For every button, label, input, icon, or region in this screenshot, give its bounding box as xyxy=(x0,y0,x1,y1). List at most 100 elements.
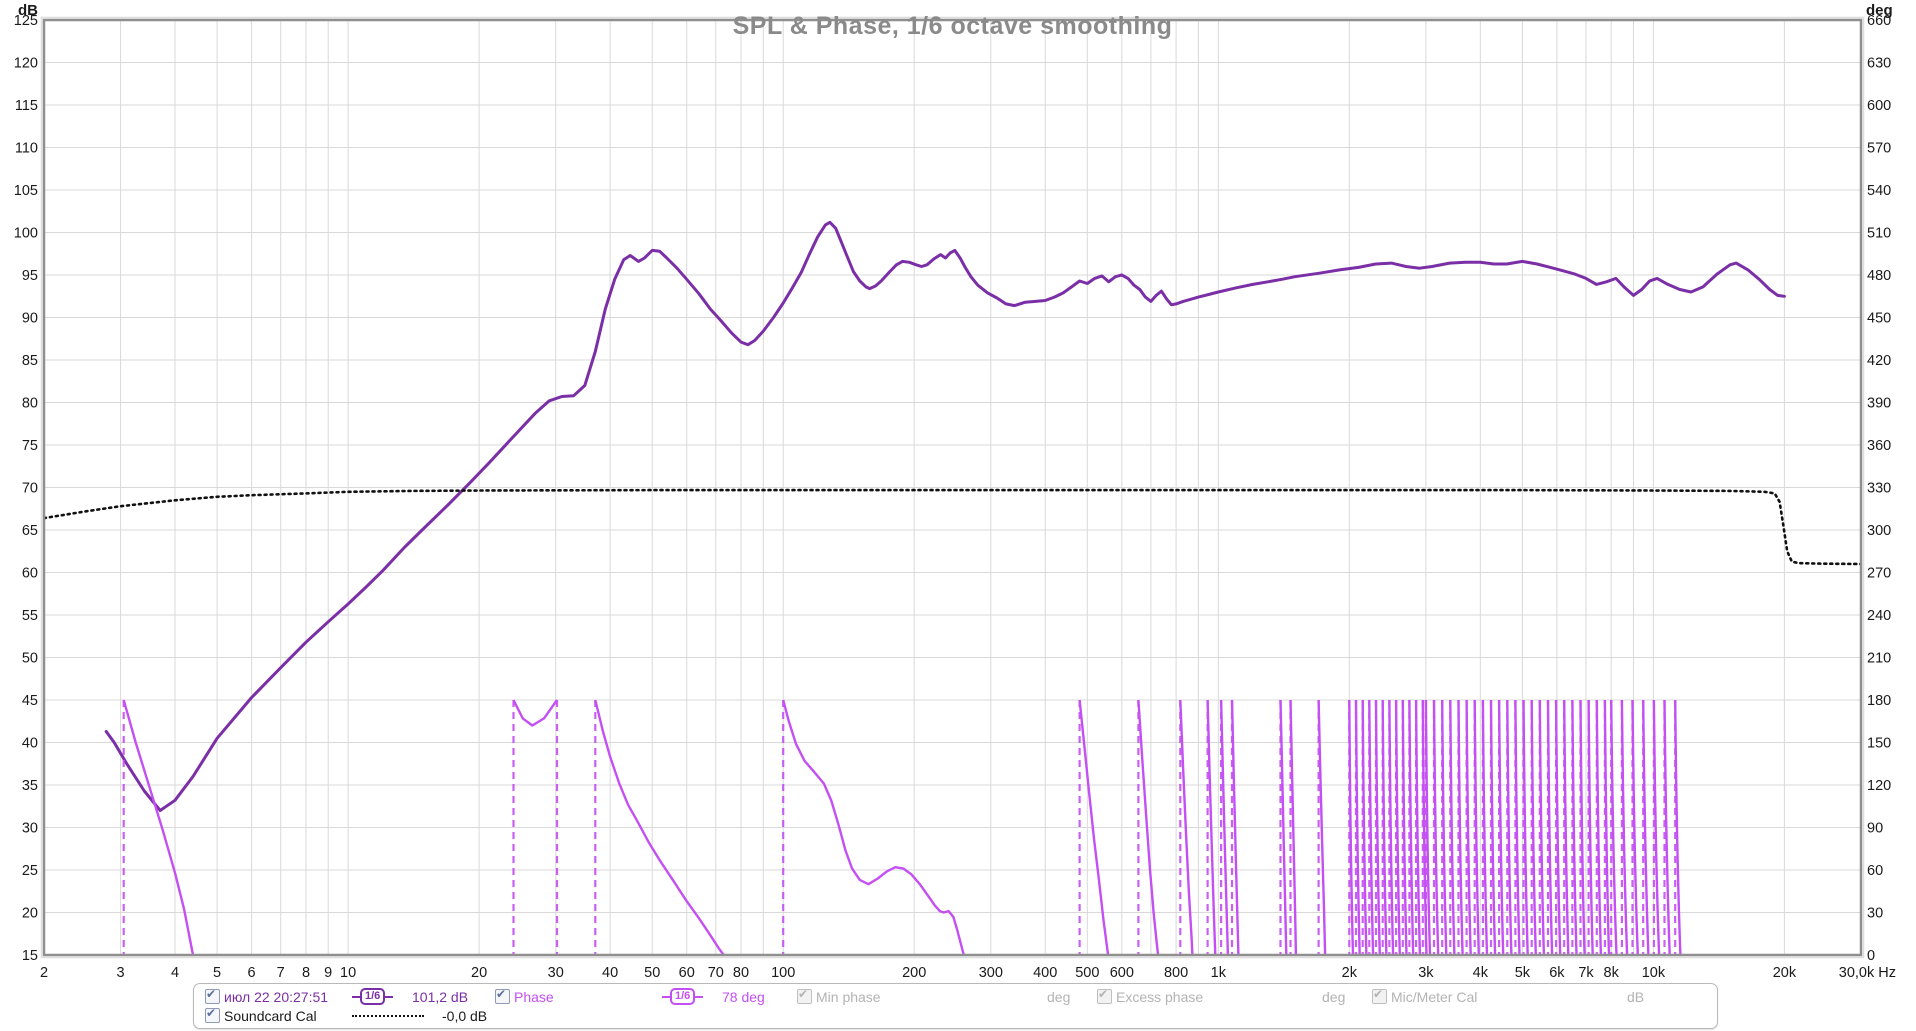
svg-text:50: 50 xyxy=(644,965,660,981)
plot-border xyxy=(42,18,1863,957)
svg-text:25: 25 xyxy=(22,863,38,879)
svg-text:630: 630 xyxy=(1867,56,1891,72)
phase-trace xyxy=(122,699,1682,955)
svg-text:55: 55 xyxy=(22,608,38,624)
svg-text:150: 150 xyxy=(1867,736,1891,752)
svg-text:125: 125 xyxy=(14,13,38,29)
svg-text:7: 7 xyxy=(277,965,285,981)
excess-phase-checkbox[interactable] xyxy=(1097,987,1112,1006)
svg-text:210: 210 xyxy=(1867,651,1891,667)
svg-text:4: 4 xyxy=(171,965,179,981)
svg-text:10k: 10k xyxy=(1642,965,1666,981)
svg-text:390: 390 xyxy=(1867,396,1891,412)
min-phase-unit: deg xyxy=(1047,988,1071,1005)
svg-text:180: 180 xyxy=(1867,693,1891,709)
phase-checkbox[interactable] xyxy=(495,987,510,1006)
svg-text:6: 6 xyxy=(248,965,256,981)
svg-text:20: 20 xyxy=(471,965,487,981)
svg-text:570: 570 xyxy=(1867,141,1891,157)
svg-text:30,0k Hz: 30,0k Hz xyxy=(1839,965,1896,981)
svg-text:1k: 1k xyxy=(1211,965,1227,981)
svg-text:80: 80 xyxy=(22,396,38,412)
svg-text:4k: 4k xyxy=(1473,965,1489,981)
checkbox-checked-disabled-icon xyxy=(1372,987,1387,1004)
svg-text:420: 420 xyxy=(1867,353,1891,369)
svg-text:115: 115 xyxy=(15,98,38,114)
phase-smoothing-badge[interactable]: 1/6 xyxy=(662,987,704,1006)
svg-text:100: 100 xyxy=(14,226,38,242)
svg-text:120: 120 xyxy=(14,56,38,72)
svg-text:10: 10 xyxy=(340,965,356,981)
svg-text:95: 95 xyxy=(22,268,38,284)
svg-text:9: 9 xyxy=(324,965,332,981)
checkbox-checked-icon xyxy=(205,1006,220,1023)
svg-text:300: 300 xyxy=(979,965,1003,981)
svg-text:120: 120 xyxy=(1867,778,1891,794)
svg-text:540: 540 xyxy=(1867,183,1891,199)
svg-text:65: 65 xyxy=(22,523,38,539)
mic-meter-cal-label: Mic/Meter Cal xyxy=(1391,988,1478,1005)
checkbox-checked-disabled-icon xyxy=(1097,987,1112,1004)
svg-text:20: 20 xyxy=(22,906,38,922)
checkbox-checked-disabled-icon xyxy=(797,987,812,1004)
svg-text:330: 330 xyxy=(1867,481,1891,497)
svg-text:500: 500 xyxy=(1075,965,1099,981)
svg-text:40: 40 xyxy=(602,965,618,981)
svg-text:100: 100 xyxy=(771,965,795,981)
soundcard-cal-value: -0,0 dB xyxy=(442,1007,488,1024)
svg-text:510: 510 xyxy=(1867,226,1891,242)
svg-text:0: 0 xyxy=(1867,948,1875,964)
svg-text:30: 30 xyxy=(548,965,564,981)
spl-trace xyxy=(104,220,1786,812)
svg-text:60: 60 xyxy=(1867,863,1883,879)
soundcard-cal-checkbox[interactable] xyxy=(205,1006,220,1025)
svg-text:3k: 3k xyxy=(1418,965,1434,981)
svg-text:3: 3 xyxy=(117,965,125,981)
phase-name: Phase xyxy=(514,988,554,1005)
svg-text:30: 30 xyxy=(22,821,38,837)
svg-text:90: 90 xyxy=(1867,821,1883,837)
svg-text:270: 270 xyxy=(1867,566,1891,582)
svg-text:2k: 2k xyxy=(1342,965,1358,981)
svg-text:50: 50 xyxy=(22,651,38,667)
mic-meter-cal-checkbox[interactable] xyxy=(1372,987,1387,1006)
svg-text:450: 450 xyxy=(1867,311,1891,327)
measurement-value: 101,2 dB xyxy=(412,988,469,1005)
axis-tick-labels: 2 3 4 5 6 7 8 9 10 20 30 40 50 60 70 80 100 200 300 400 500 6… xyxy=(14,13,1896,981)
svg-text:660: 660 xyxy=(1867,13,1891,29)
svg-text:40: 40 xyxy=(22,736,38,752)
soundcard-cal-label: Soundcard Cal xyxy=(224,1007,317,1024)
svg-text:110: 110 xyxy=(15,141,38,157)
svg-text:5: 5 xyxy=(213,965,221,981)
svg-text:7k: 7k xyxy=(1578,965,1594,981)
svg-text:200: 200 xyxy=(902,965,926,981)
svg-text:600: 600 xyxy=(1867,98,1891,114)
legend-bar: июл 22 20:27:51 1/6 101,2 dB Phase 1/6 7… xyxy=(193,983,1718,1029)
svg-text:90: 90 xyxy=(22,311,38,327)
y-left-unit-label: dB xyxy=(18,2,38,19)
svg-text:70: 70 xyxy=(22,481,38,497)
y-right-unit-label: deg xyxy=(1866,2,1893,19)
checkbox-checked-icon xyxy=(495,987,510,1004)
min-phase-checkbox[interactable] xyxy=(797,987,812,1006)
svg-text:60: 60 xyxy=(22,566,38,582)
svg-text:300: 300 xyxy=(1867,523,1891,539)
dotted-line-swatch-icon xyxy=(352,1006,424,1025)
soundcard-cal-trace xyxy=(44,488,1861,566)
measurement-checkbox[interactable] xyxy=(205,987,220,1006)
svg-text:400: 400 xyxy=(1033,965,1057,981)
mic-meter-cal-unit: dB xyxy=(1627,988,1645,1005)
svg-text:8: 8 xyxy=(302,965,310,981)
measurement-smoothing-badge[interactable]: 1/6 xyxy=(352,987,394,1006)
excess-phase-unit: deg xyxy=(1322,988,1346,1005)
measurement-name: июл 22 20:27:51 xyxy=(224,988,329,1005)
phase-value: 78 deg xyxy=(722,988,765,1005)
min-phase-label: Min phase xyxy=(816,988,881,1005)
legend-row-1: июл 22 20:27:51 1/6 101,2 dB Phase 1/6 7… xyxy=(194,987,1717,1006)
svg-text:600: 600 xyxy=(1110,965,1134,981)
excess-phase-label: Excess phase xyxy=(1116,988,1204,1005)
svg-text:15: 15 xyxy=(22,948,38,964)
svg-text:240: 240 xyxy=(1867,608,1891,624)
svg-text:70: 70 xyxy=(708,965,724,981)
